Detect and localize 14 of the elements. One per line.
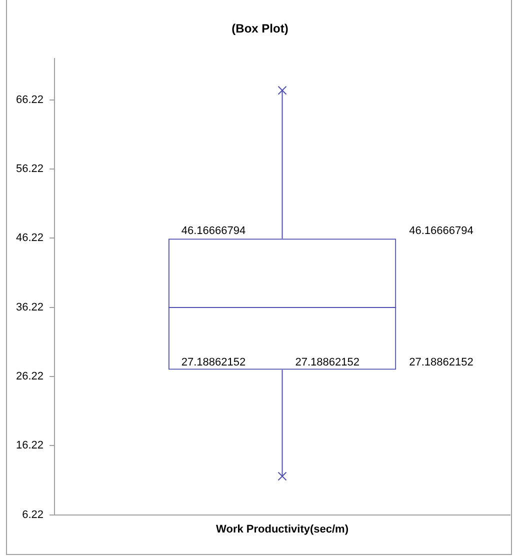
y-tick-label: 46.22 [16,232,44,244]
y-tick-label: 6.22 [22,508,44,521]
annotation: 46.16666794 [181,225,246,238]
y-tick-label: 36.22 [16,301,44,314]
annotation: 27.18862152 [295,356,360,368]
chart-title: (Box Plot) [232,22,288,36]
x-tick-label: Work Productivity(sec/m) [216,523,349,536]
y-tick-label: 26.22 [16,370,44,383]
y-tick-label: 16.22 [16,440,44,452]
annotation: 27.18862152 [181,356,246,368]
y-tick-label: 66.22 [16,94,44,106]
annotation: 46.16666794 [409,225,474,238]
y-tick-label: 56.22 [16,163,44,176]
annotation: 27.18862152 [409,356,474,368]
